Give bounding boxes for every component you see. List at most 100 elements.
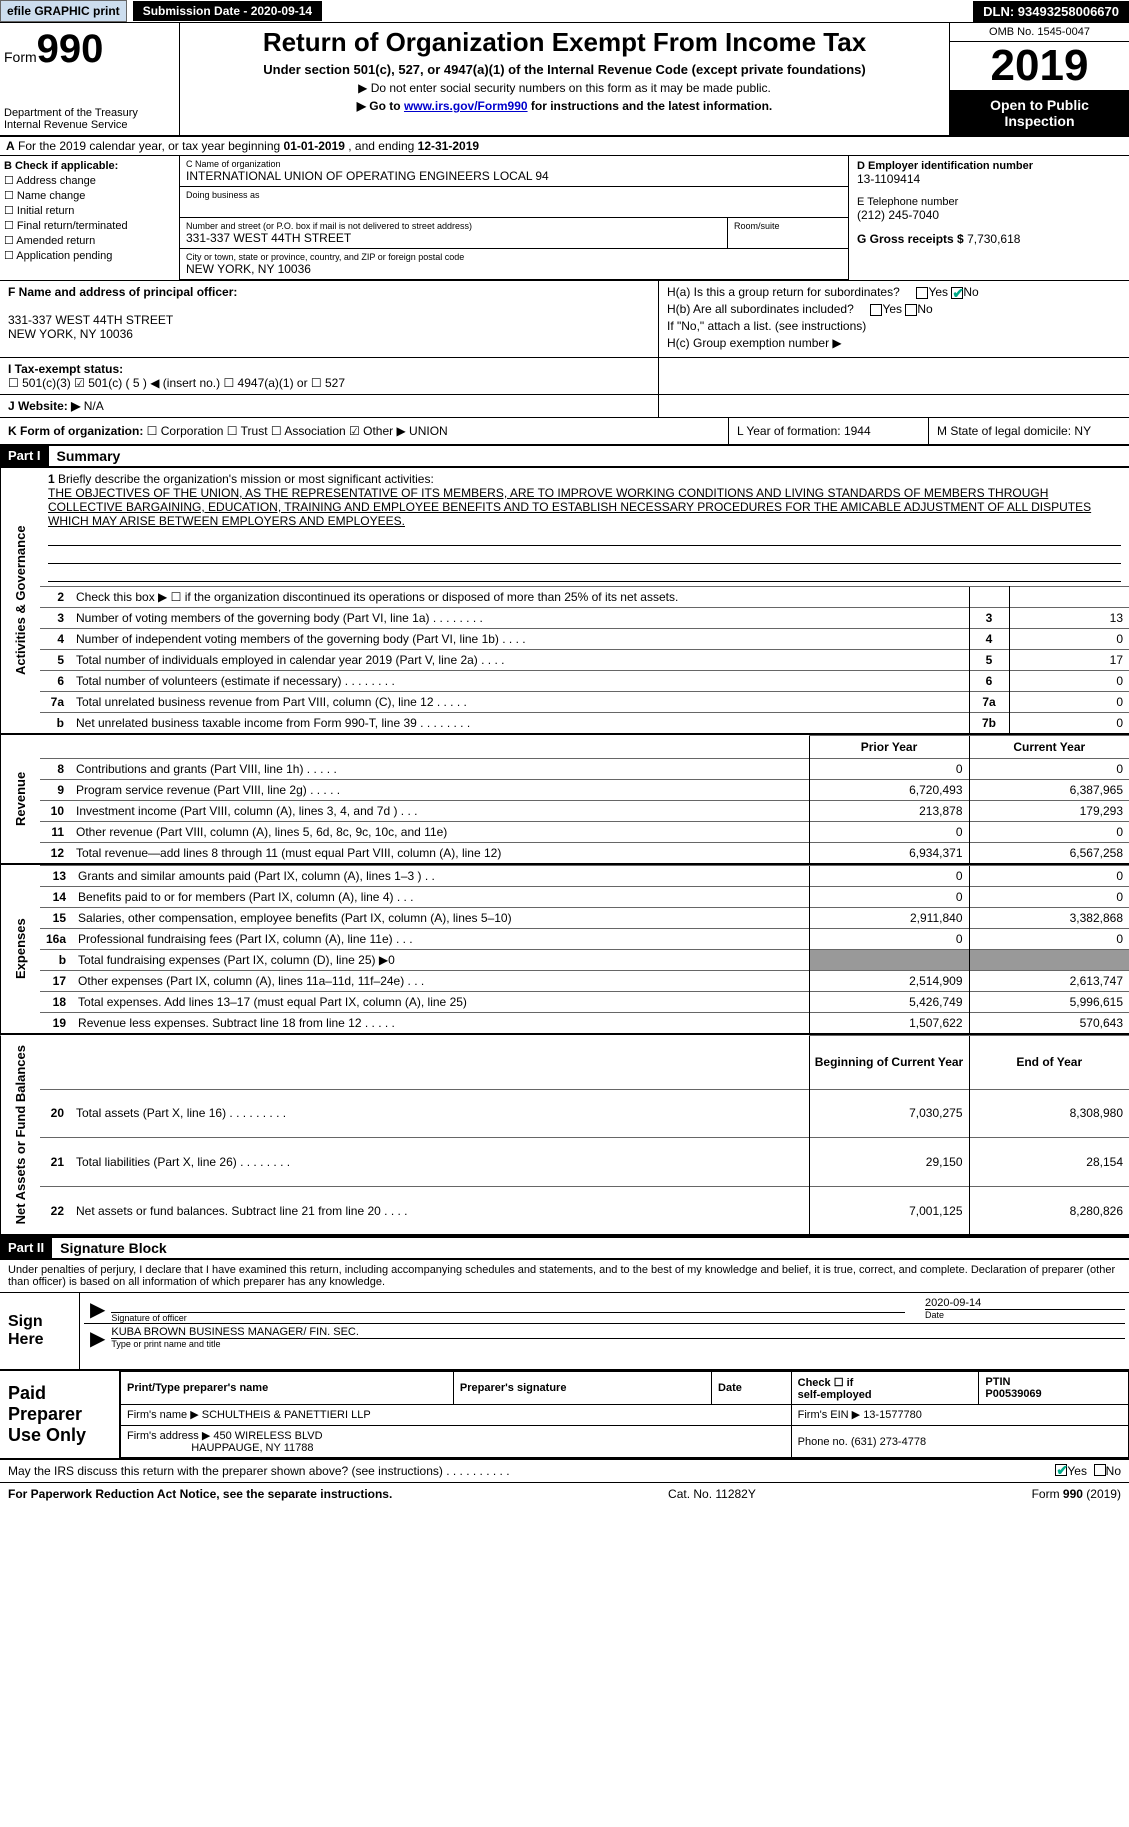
line-val: 0	[1009, 671, 1129, 692]
section-i-right	[659, 358, 1129, 394]
ha-yes[interactable]	[916, 287, 928, 299]
discuss-text: May the IRS discuss this return with the…	[8, 1464, 1055, 1478]
paperwork-notice: For Paperwork Reduction Act Notice, see …	[8, 1487, 392, 1501]
current-year-val: 570,643	[969, 1013, 1129, 1034]
firm-name-row: Firm's name ▶ SCHULTHEIS & PANETTIERI LL…	[121, 1405, 1129, 1425]
line-val: 17	[1009, 650, 1129, 671]
table-row: 9Program service revenue (Part VIII, lin…	[40, 780, 1129, 801]
line-text: Number of independent voting members of …	[70, 629, 969, 650]
activities-governance: Activities & Governance 1 Briefly descri…	[0, 468, 1129, 735]
cb-amended[interactable]: ☐ Amended return	[4, 234, 175, 247]
prep-date-hdr: Date	[712, 1372, 792, 1405]
section-k: K Form of organization: ☐ Corporation ☐ …	[0, 418, 729, 444]
form-990: 990	[37, 27, 104, 71]
cb-app-pending[interactable]: ☐ Application pending	[4, 249, 175, 262]
department: Department of the Treasury Internal Reve…	[4, 107, 175, 131]
ptin-value: P00539069	[985, 1388, 1041, 1400]
line-val: 13	[1009, 608, 1129, 629]
discuss-row: May the IRS discuss this return with the…	[0, 1460, 1129, 1482]
cb-final-return[interactable]: ☐ Final return/terminated	[4, 219, 175, 232]
org-name: INTERNATIONAL UNION OF OPERATING ENGINEE…	[186, 169, 842, 183]
gross-receipts: G Gross receipts $ 7,730,618	[857, 232, 1121, 246]
line-text: Total fundraising expenses (Part IX, col…	[72, 950, 809, 971]
paid-preparer-block: Paid Preparer Use Only Print/Type prepar…	[0, 1371, 1129, 1460]
ty-begin: 01-01-2019	[284, 139, 345, 153]
prior-year-val: 7,030,275	[809, 1089, 969, 1138]
line-num: 4	[40, 629, 70, 650]
cb-name-change[interactable]: ☐ Name change	[4, 189, 175, 202]
sig-arrow-2: ▶	[84, 1326, 111, 1351]
table-row: 21Total liabilities (Part X, line 26) . …	[40, 1138, 1129, 1187]
table-row: 13Grants and similar amounts paid (Part …	[40, 866, 1129, 887]
part1-badge: Part I	[0, 446, 49, 466]
discuss-no[interactable]	[1094, 1464, 1106, 1476]
ein-label: D Employer identification number	[857, 160, 1121, 172]
officer-addr2: NEW YORK, NY 10036	[8, 327, 650, 341]
addr-row: Number and street (or P.O. box if mail i…	[180, 218, 848, 249]
cb-address-change[interactable]: ☐ Address change	[4, 174, 175, 187]
phone-block: E Telephone number (212) 245-7040	[857, 196, 1121, 222]
current-year-val: 2,613,747	[969, 971, 1129, 992]
line-num: 14	[40, 887, 72, 908]
prior-year-val: 7,001,125	[809, 1187, 969, 1235]
submission-date: Submission Date - 2020-09-14	[133, 1, 322, 21]
line-num: b	[40, 713, 70, 734]
city-row: City or town, state or province, country…	[180, 249, 848, 280]
officer-sig-cell: Signature of officer	[111, 1297, 905, 1323]
sig-line-1: ▶ Signature of officer 2020-09-14 Date	[84, 1297, 1125, 1324]
ein-block: D Employer identification number 13-1109…	[857, 160, 1121, 186]
website-label: J Website: ▶	[8, 399, 80, 413]
line-num: 6	[40, 671, 70, 692]
room-label: Room/suite	[734, 221, 842, 231]
table-row: 16aProfessional fundraising fees (Part I…	[40, 929, 1129, 950]
irs-link[interactable]: www.irs.gov/Form990	[404, 99, 528, 113]
table-row: 18Total expenses. Add lines 13–17 (must …	[40, 992, 1129, 1013]
hb-no[interactable]	[905, 304, 917, 316]
current-year-val: 8,280,826	[969, 1187, 1129, 1235]
prior-year-val: 5,426,749	[809, 992, 969, 1013]
firm-name: SCHULTHEIS & PANETTIERI LLP	[202, 1409, 371, 1421]
discuss-yes[interactable]	[1055, 1464, 1067, 1476]
section-h: H(a) Is this a group return for subordin…	[659, 281, 1129, 357]
state-domicile: M State of legal domicile: NY	[929, 418, 1129, 444]
cb-initial-return[interactable]: ☐ Initial return	[4, 204, 175, 217]
part1-title: Summary	[49, 446, 129, 466]
section-bcde: B Check if applicable: ☐ Address change …	[0, 156, 1129, 281]
sig-date-cell: 2020-09-14 Date	[925, 1297, 1125, 1323]
begin-year-hdr: Beginning of Current Year	[809, 1036, 969, 1090]
efile-print-button[interactable]: efile GRAPHIC print	[0, 0, 127, 22]
table-row: 7aTotal unrelated business revenue from …	[40, 692, 1129, 713]
firm-phone-cell: Phone no. (631) 273-4778	[791, 1425, 1128, 1458]
line-val: 0	[1009, 713, 1129, 734]
header-left: Form990 Department of the Treasury Inter…	[0, 23, 180, 135]
bal-vlabel: Net Assets or Fund Balances	[0, 1035, 40, 1234]
table-row: 4Number of independent voting members of…	[40, 629, 1129, 650]
line-num: 7a	[40, 692, 70, 713]
officer-sig-line	[111, 1297, 905, 1313]
line-text: Other expenses (Part IX, column (A), lin…	[72, 971, 809, 992]
part2-badge: Part II	[0, 1238, 52, 1258]
line-text: Revenue less expenses. Subtract line 18 …	[72, 1013, 809, 1034]
goto-note: ▶ Go to www.irs.gov/Form990 for instruct…	[184, 99, 945, 113]
section-klm: K Form of organization: ☐ Corporation ☐ …	[0, 418, 1129, 446]
line-text: Net unrelated business taxable income fr…	[70, 713, 969, 734]
prep-name-hdr: Print/Type preparer's name	[121, 1372, 454, 1405]
hb-row: H(b) Are all subordinates included? Yes …	[667, 302, 1121, 316]
ha-no[interactable]	[951, 287, 963, 299]
website-row: J Website: ▶ N/A	[0, 395, 659, 417]
line-text: Total assets (Part X, line 16) . . . . .…	[70, 1089, 809, 1138]
line1-num: 1	[48, 472, 55, 486]
blank-line-3	[48, 568, 1121, 582]
prep-hdr-row: Print/Type preparer's name Preparer's si…	[121, 1372, 1129, 1405]
officer-addr1: 331-337 WEST 44TH STREET	[8, 313, 650, 327]
line-text: Other revenue (Part VIII, column (A), li…	[70, 822, 809, 843]
header-mid: Return of Organization Exempt From Incom…	[180, 23, 949, 135]
current-year-val: 8,308,980	[969, 1089, 1129, 1138]
firm-ein-cell: Firm's EIN ▶ 13-1577780	[791, 1405, 1128, 1425]
officer-name-label: Type or print name and title	[111, 1339, 1125, 1349]
table-row: 17Other expenses (Part IX, column (A), l…	[40, 971, 1129, 992]
hb-label: H(b) Are all subordinates included?	[667, 302, 854, 316]
header-right: OMB No. 1545-0047 2019 Open to Public In…	[949, 23, 1129, 135]
firm-phone-label: Phone no.	[798, 1436, 848, 1448]
hb-yes[interactable]	[870, 304, 882, 316]
